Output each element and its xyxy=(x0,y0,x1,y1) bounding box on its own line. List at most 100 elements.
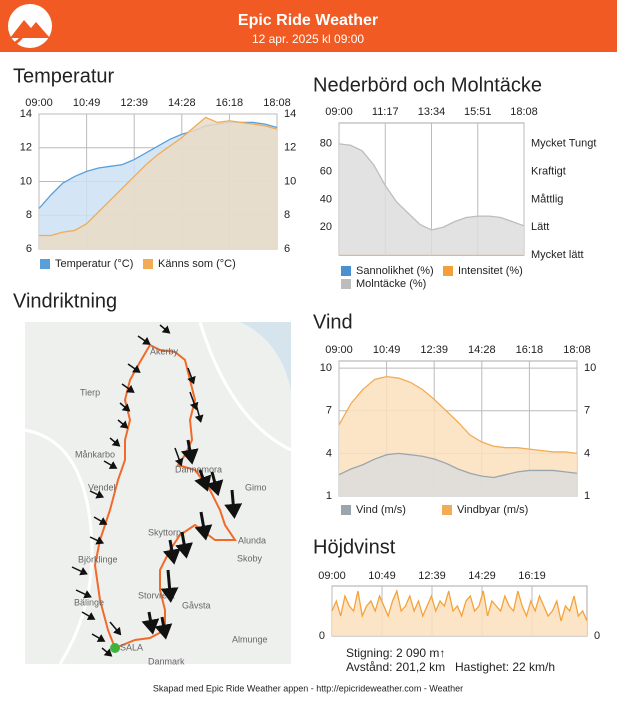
y2-tick-label: Mycket Tungt xyxy=(531,138,596,150)
place-label: Alunda xyxy=(238,535,266,545)
chart-title: Höjdvinst xyxy=(313,536,396,558)
legend-swatch xyxy=(341,266,351,276)
stat: Avstånd: 201,2 km xyxy=(346,660,445,674)
y2-tick-label: Lätt xyxy=(531,221,549,233)
header-bar xyxy=(0,0,617,52)
place-label: Månkarbo xyxy=(75,449,115,459)
y2-tick-label: 4 xyxy=(584,447,590,459)
y-tick-label: 12 xyxy=(20,142,32,154)
y2-tick-label: 6 xyxy=(284,243,290,255)
wind-arrow xyxy=(194,469,212,492)
place-label: Storvreta xyxy=(138,590,175,600)
app-title: Epic Ride Weather xyxy=(238,12,378,29)
map-road xyxy=(198,321,292,452)
map xyxy=(25,322,291,664)
x-tick-label: 10:49 xyxy=(73,97,101,109)
series-line xyxy=(338,452,578,479)
place-label: Björklinge xyxy=(78,554,118,564)
x-tick-label: 13:34 xyxy=(418,106,446,118)
y2-tick-label: 1 xyxy=(584,490,590,502)
place-label: Gimo xyxy=(245,482,267,492)
legend-swatch xyxy=(341,505,351,515)
y-tick-label: 8 xyxy=(26,209,32,221)
wind-arrow xyxy=(180,439,199,465)
wind-arrow xyxy=(71,566,88,576)
x-tick-label: 15:51 xyxy=(464,106,492,118)
legend-swatch xyxy=(443,266,453,276)
x-tick-label: 09:00 xyxy=(325,344,353,356)
legend-swatch xyxy=(143,259,153,269)
wind-arrow xyxy=(121,383,135,393)
place-label: Tierp xyxy=(80,387,100,397)
wind-arrow xyxy=(93,516,108,525)
wind-arrow xyxy=(174,447,184,467)
x-tick-label: 18:08 xyxy=(563,344,591,356)
x-tick-label: 14:29 xyxy=(468,570,496,582)
chart-title: Vind xyxy=(313,311,353,333)
series-area xyxy=(39,117,277,249)
series-area xyxy=(339,143,524,255)
place-label: Bälinge xyxy=(74,597,104,607)
y2-tick-label: 14 xyxy=(284,108,296,120)
y2-tick-label: 10 xyxy=(284,175,296,187)
legend-label: Molntäcke (%) xyxy=(356,278,426,290)
wind-arrow xyxy=(89,490,105,499)
y-tick-label: 0 xyxy=(319,630,325,642)
wind-arrow xyxy=(141,611,160,635)
y2-tick-label: 0 xyxy=(594,630,600,642)
y-tick-label: 80 xyxy=(320,138,332,150)
x-tick-label: 14:28 xyxy=(168,97,196,109)
x-tick-label: 16:18 xyxy=(216,97,244,109)
wind-arrow xyxy=(154,616,173,640)
x-tick-label: 12:39 xyxy=(120,97,148,109)
series-line xyxy=(331,588,588,622)
legend-label: Vind (m/s) xyxy=(356,504,406,516)
logo xyxy=(8,4,52,48)
x-tick-label: 16:19 xyxy=(518,570,546,582)
map-water xyxy=(240,322,291,390)
wind-arrow xyxy=(194,403,204,423)
place-label: Vendel xyxy=(88,482,116,492)
y-tick-label: 40 xyxy=(320,193,332,205)
wind-arrow xyxy=(175,531,193,559)
y-tick-label: 4 xyxy=(326,447,332,459)
legend-label: Känns som (°C) xyxy=(158,258,236,270)
place-label: Skoby xyxy=(237,553,263,563)
wind-arrow xyxy=(81,611,96,620)
wind-arrow xyxy=(194,511,213,541)
y-tick-label: 14 xyxy=(20,108,32,120)
wind-arrow xyxy=(127,363,141,373)
y2-tick-label: 8 xyxy=(284,209,290,221)
place-label: Gåvsta xyxy=(182,600,211,610)
x-tick-label: 18:08 xyxy=(263,97,291,109)
chart-title: Nederbörd och Molntäcke xyxy=(313,74,542,96)
x-tick-label: 18:08 xyxy=(510,106,538,118)
stat: Hastighet: 22 km/h xyxy=(455,660,555,674)
x-tick-label: 10:49 xyxy=(368,570,396,582)
y2-tick-label: 10 xyxy=(584,362,596,374)
place-label: Dannemora xyxy=(175,464,222,474)
wind-arrow xyxy=(109,437,121,447)
wind-arrow xyxy=(103,460,118,469)
wind-arrow xyxy=(101,647,113,657)
y2-tick-label: Mycket lätt xyxy=(531,249,584,261)
x-tick-label: 12:39 xyxy=(418,570,446,582)
wind-arrow xyxy=(205,471,224,497)
x-tick-label: 10:49 xyxy=(373,344,401,356)
wind-arrow xyxy=(162,539,181,565)
wind-arrow xyxy=(91,633,106,642)
y-tick-label: 6 xyxy=(26,243,32,255)
stat: Stigning: 2 090 m↑ xyxy=(346,646,445,660)
y-tick-label: 20 xyxy=(320,221,332,233)
x-tick-label: 09:00 xyxy=(318,570,346,582)
map-road xyxy=(24,428,94,665)
series-line xyxy=(39,116,278,237)
x-tick-label: 14:28 xyxy=(468,344,496,356)
x-tick-label: 16:18 xyxy=(516,344,544,356)
legend-swatch xyxy=(40,259,50,269)
series-area xyxy=(332,591,587,636)
wind-arrow xyxy=(119,402,131,412)
y-tick-label: 10 xyxy=(20,175,32,187)
